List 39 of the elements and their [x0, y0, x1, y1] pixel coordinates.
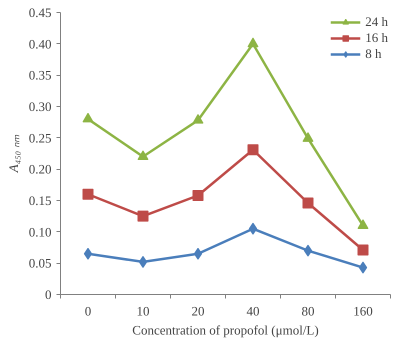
- point: [358, 244, 368, 256]
- legend-label: 8 h: [365, 46, 382, 62]
- point: [304, 244, 312, 257]
- x-axis-title: Concentration of propofol (μmol/L): [132, 322, 319, 338]
- point: [138, 256, 148, 268]
- y-axis-title: A₄₅₀ ₙₘ: [6, 134, 21, 174]
- x-tick-label: 0: [84, 304, 92, 318]
- legend-label: 24 h: [365, 14, 388, 30]
- x-tick-label: 10: [136, 304, 150, 318]
- x-tick-label: 160: [353, 304, 373, 318]
- point: [192, 114, 204, 124]
- y-tick-label: 0.35: [28, 68, 52, 83]
- point: [84, 248, 92, 260]
- point: [138, 210, 148, 222]
- point: [82, 112, 94, 122]
- y-tick-label: 0.30: [28, 99, 52, 114]
- point: [194, 248, 202, 260]
- legend-label: 16 h: [365, 30, 388, 46]
- point: [82, 188, 94, 200]
- y-tick-label: 0.45: [28, 5, 52, 20]
- point: [192, 190, 204, 201]
- y-tick-label: 0.40: [28, 36, 52, 52]
- point: [302, 132, 314, 142]
- y-tick-label: 0.25: [28, 130, 52, 146]
- y-tick-label: 0.10: [28, 224, 52, 240]
- x-tick-label: 40: [246, 304, 260, 318]
- point: [138, 150, 148, 160]
- y-tick-label: 0.20: [28, 162, 52, 177]
- point: [302, 198, 314, 209]
- x-tick-label: 20: [192, 304, 204, 318]
- point: [358, 262, 368, 274]
- y-tick-label: 0.15: [28, 193, 52, 208]
- y-tick-label: 0.05: [28, 256, 52, 271]
- y-tick-label: 0: [45, 287, 52, 302]
- point: [248, 144, 258, 156]
- x-tick-label: 80: [302, 304, 314, 318]
- point: [248, 38, 258, 48]
- point: [358, 219, 368, 229]
- point: [248, 222, 258, 235]
